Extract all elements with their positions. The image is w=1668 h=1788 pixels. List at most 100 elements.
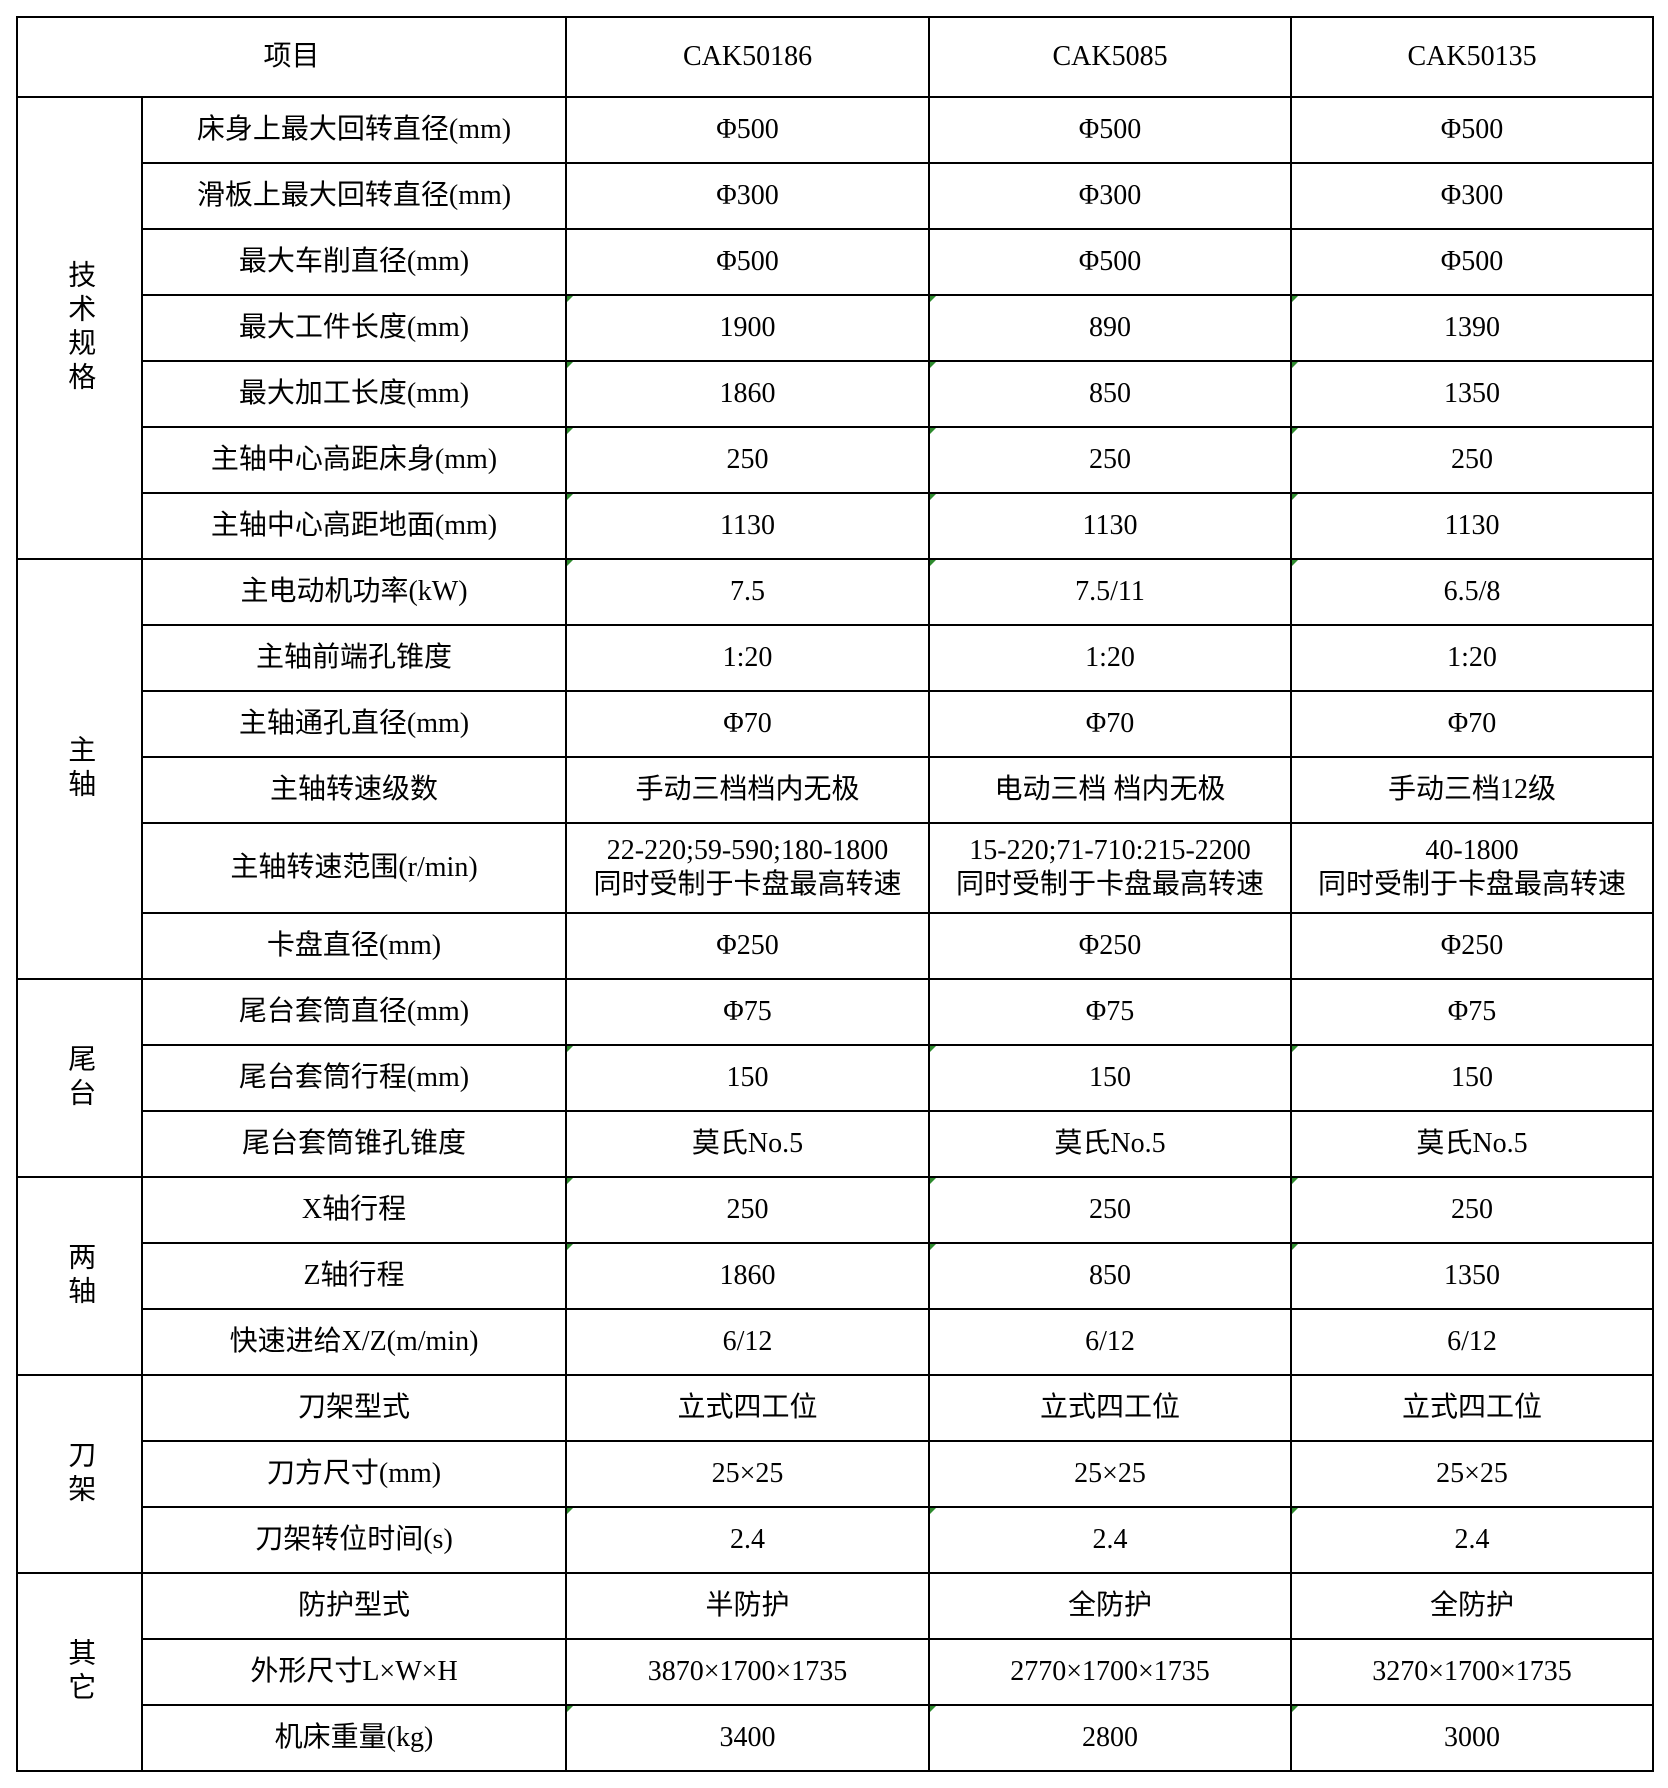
spec-value: 2800 xyxy=(928,1704,1293,1772)
table-row: 刀方尺寸(mm) 25×25 25×25 25×25 xyxy=(17,1440,1655,1508)
spec-value: 250 xyxy=(928,1176,1293,1244)
spec-value-text: Φ500 xyxy=(1440,246,1504,278)
spec-value-text: 250 xyxy=(726,444,769,476)
table-row: 其它 防护型式 半防护 全防护 全防护 xyxy=(16,1572,1655,1772)
spec-value-text: 莫氏No.5 xyxy=(1416,1128,1528,1160)
spec-value-text: 2770×1700×1735 xyxy=(1010,1656,1210,1688)
spec-value-text: 250 xyxy=(1451,444,1494,476)
spec-value: 7.5/11 xyxy=(928,558,1293,626)
spec-value: 22-220;59-590;180-1800 同时受制于卡盘最高转速 xyxy=(565,822,931,914)
spec-value-text: 1860 xyxy=(719,378,776,410)
cell-marker-icon xyxy=(1293,297,1299,302)
spec-value-text: Φ300 xyxy=(1440,180,1504,212)
spec-name: X轴行程 xyxy=(140,1176,568,1244)
spec-value-text: 25×25 xyxy=(1074,1458,1146,1490)
spec-value-text: 22-220;59-590;180-1800 同时受制于卡盘最高转速 xyxy=(593,835,902,900)
spec-value-text: Φ500 xyxy=(1440,114,1504,146)
spec-name: 滑板上最大回转直径(mm) xyxy=(140,162,568,230)
spec-value: Φ500 xyxy=(565,228,931,296)
spec-value: 3000 xyxy=(1290,1704,1655,1772)
spec-value: Φ75 xyxy=(928,978,1293,1046)
spec-value-text: 850 xyxy=(1089,1260,1132,1292)
spec-name: 主轴中心高距床身(mm) xyxy=(140,426,568,494)
spec-value: 3400 xyxy=(565,1704,931,1772)
cell-marker-icon xyxy=(931,1179,937,1184)
spec-value-text: Φ500 xyxy=(1078,246,1142,278)
spec-name: Z轴行程 xyxy=(140,1242,568,1310)
spec-value: 1130 xyxy=(565,492,931,560)
table-row: 主轴通孔直径(mm) Φ70 Φ70 Φ70 xyxy=(17,690,1655,758)
spec-value: 3870×1700×1735 xyxy=(565,1638,931,1706)
spec-name: 主电动机功率(kW) xyxy=(140,558,568,626)
spec-value: Φ250 xyxy=(565,912,931,980)
spec-value: 150 xyxy=(928,1044,1293,1112)
cell-marker-icon xyxy=(931,561,937,566)
spec-name: 刀架型式 xyxy=(140,1374,568,1442)
spec-name: 主轴转速范围(r/min) xyxy=(140,822,568,914)
spec-name: 最大加工长度(mm) xyxy=(140,360,568,428)
spec-value: 1390 xyxy=(1290,294,1655,362)
table-row: Z轴行程 1860 850 1350 xyxy=(17,1242,1655,1310)
spec-value: Φ75 xyxy=(565,978,931,1046)
spec-value: 850 xyxy=(928,1242,1293,1310)
table-row: 尾台 尾台套筒直径(mm) Φ75 Φ75 Φ75 xyxy=(16,978,1655,1178)
spec-value: 立式四工位 xyxy=(565,1374,931,1442)
spec-value: Φ500 xyxy=(1290,96,1655,164)
table-row: 机床重量(kg) 3400 2800 3000 xyxy=(17,1704,1655,1772)
table-row: 刀架转位时间(s) 2.4 2.4 2.4 xyxy=(17,1506,1655,1574)
spec-value-text: 3270×1700×1735 xyxy=(1372,1656,1572,1688)
table-row: 主轴转速级数 手动三档档内无极 电动三档 档内无极 手动三档12级 xyxy=(17,756,1655,824)
spec-value-text: 手动三档档内无极 xyxy=(635,774,860,806)
spec-table: 项目 CAK50186 CAK5085 CAK50135 技术规格 床身上最大回转… xyxy=(15,16,1655,1772)
header-item: 项目 xyxy=(15,16,568,98)
header-model: CAK50186 xyxy=(565,16,931,98)
spec-value: Φ500 xyxy=(928,228,1293,296)
spec-value: 半防护 xyxy=(565,1572,931,1640)
spec-value-text: Φ300 xyxy=(1078,180,1142,212)
spec-value-text: 25×25 xyxy=(1436,1458,1508,1490)
spec-name: 机床重量(kg) xyxy=(140,1704,568,1772)
spec-value: 3270×1700×1735 xyxy=(1290,1638,1655,1706)
table-row: 主轴转速范围(r/min) 22-220;59-590;180-1800 同时受制… xyxy=(17,822,1655,914)
spec-value: 25×25 xyxy=(1290,1440,1655,1508)
spec-value-text: 立式四工位 xyxy=(1402,1392,1543,1424)
spec-name: 尾台套筒直径(mm) xyxy=(140,978,568,1046)
spec-value: Φ70 xyxy=(565,690,931,758)
cell-marker-icon xyxy=(931,495,937,500)
table-row: 快速进给X/Z(m/min) 6/12 6/12 6/12 xyxy=(17,1308,1655,1376)
cell-marker-icon xyxy=(1293,429,1299,434)
spec-value: 1350 xyxy=(1290,360,1655,428)
spec-value-text: 2.4 xyxy=(730,1524,766,1556)
spec-value-text: 6/12 xyxy=(722,1326,773,1358)
spec-value-text: 25×25 xyxy=(711,1458,784,1490)
spec-value: 250 xyxy=(565,426,931,494)
cell-marker-icon xyxy=(931,1245,937,1250)
spec-value-text: 2800 xyxy=(1082,1722,1139,1754)
spec-value-text: 250 xyxy=(1089,444,1132,476)
spec-name: 主轴中心高距地面(mm) xyxy=(140,492,568,560)
spec-value-text: 立式四工位 xyxy=(677,1392,818,1424)
spec-value: Φ75 xyxy=(1290,978,1655,1046)
spec-value: 电动三档 档内无极 xyxy=(928,756,1293,824)
table-row: 最大加工长度(mm) 1860 850 1350 xyxy=(17,360,1655,428)
spec-value: 立式四工位 xyxy=(928,1374,1293,1442)
cell-marker-icon xyxy=(568,1707,574,1712)
spec-name: 防护型式 xyxy=(140,1572,568,1640)
spec-value-text: 全防护 xyxy=(1068,1590,1153,1622)
spec-value-text: Φ75 xyxy=(1447,996,1497,1028)
spec-value-text: 6.5/8 xyxy=(1443,576,1501,608)
spec-name: 床身上最大回转直径(mm) xyxy=(140,96,568,164)
spec-value: Φ500 xyxy=(1290,228,1655,296)
spec-value: 1:20 xyxy=(928,624,1293,692)
spec-value-text: 250 xyxy=(1089,1194,1132,1226)
cell-marker-icon xyxy=(568,429,574,434)
group-label: 刀架 xyxy=(16,1374,143,1574)
spec-value: 莫氏No.5 xyxy=(928,1110,1293,1178)
spec-value: 150 xyxy=(565,1044,931,1112)
cell-marker-icon xyxy=(1293,1179,1299,1184)
spec-value-text: 1:20 xyxy=(722,642,773,674)
group-label: 技术规格 xyxy=(16,96,143,560)
group-label: 主轴 xyxy=(16,558,143,980)
spec-value-text: Φ75 xyxy=(723,996,772,1028)
spec-value: 15-220;71-710:215-2200 同时受制于卡盘最高转速 xyxy=(928,822,1293,914)
